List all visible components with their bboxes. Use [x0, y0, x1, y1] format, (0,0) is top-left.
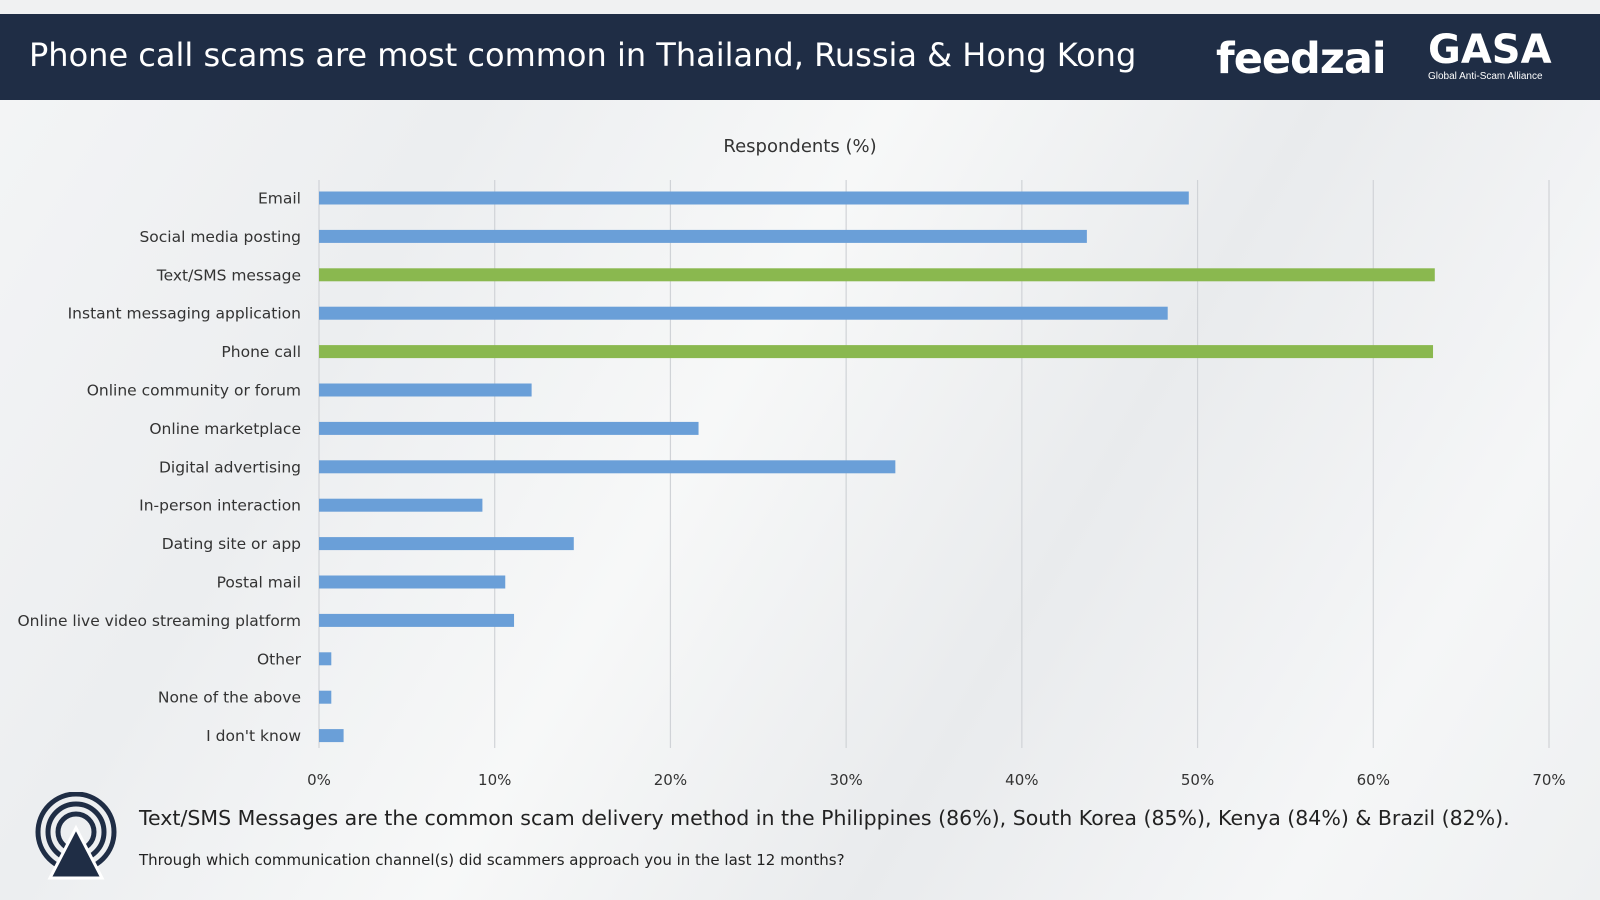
x-tick-label: 50%	[1181, 771, 1214, 789]
category-label: I don't know	[206, 727, 301, 745]
bar-chart: 0% 10% 20% 30% 40% 50% 60% 70% Email Social media…	[17, 180, 1566, 789]
x-tick-label: 30%	[829, 771, 862, 789]
gasa-logo-text: GASA	[1428, 27, 1552, 73]
page-title: Phone call scams are most common in Thai…	[29, 36, 1137, 74]
category-label: Instant messaging application	[68, 305, 301, 323]
category-label: Social media posting	[139, 228, 301, 246]
category-label: Dating site or app	[162, 535, 301, 553]
survey-question: Through which communication channel(s) d…	[139, 851, 845, 869]
x-tick-label: 70%	[1532, 771, 1565, 789]
category-label: Online marketplace	[149, 420, 301, 438]
category-label: Postal mail	[217, 574, 301, 592]
header-bar: Phone call scams are most common in Thai…	[0, 14, 1600, 100]
bar-other	[319, 652, 332, 666]
x-tick-label: 10%	[478, 771, 511, 789]
category-label: Email	[258, 190, 301, 208]
bar-text-sms-message	[319, 268, 1435, 282]
x-tick-label: 20%	[654, 771, 687, 789]
bar-online-live-video-streaming-platform	[319, 613, 515, 627]
category-label: Online live video streaming platform	[17, 612, 301, 630]
gasa-signal-icon	[35, 792, 117, 880]
category-label: Other	[257, 650, 302, 668]
bar-digital-advertising	[319, 460, 896, 474]
bar-online-community-or-forum	[319, 383, 532, 397]
footer-headline: Text/SMS Messages are the common scam de…	[139, 806, 1510, 830]
top-strip	[0, 0, 1600, 14]
x-tick-label: 60%	[1357, 771, 1390, 789]
bar-social-media-posting	[319, 229, 1087, 243]
bar-postal-mail	[319, 575, 506, 589]
category-label: In-person interaction	[139, 497, 301, 515]
category-label: Digital advertising	[159, 458, 301, 476]
category-label: Phone call	[221, 343, 301, 361]
feedzai-logo: feedzai	[1216, 34, 1387, 84]
bar-email	[319, 191, 1189, 205]
chart-title: Respondents (%)	[723, 136, 877, 157]
bar-dating-site-or-app	[319, 537, 574, 551]
bar-online-marketplace	[319, 421, 699, 435]
gasa-logo: GASA Global Anti-Scam Alliance	[1428, 30, 1552, 82]
bar-i-don-t-know	[319, 729, 344, 743]
bar-none-of-the-above	[319, 690, 332, 704]
x-tick-label: 40%	[1005, 771, 1038, 789]
bar-instant-messaging-application	[319, 306, 1168, 320]
bar-in-person-interaction	[319, 498, 483, 512]
category-label: Online community or forum	[87, 382, 301, 400]
bar-phone-call	[319, 345, 1434, 359]
category-label: Text/SMS message	[156, 266, 301, 284]
category-label: None of the above	[158, 689, 301, 707]
gasa-logo-subtitle: Global Anti-Scam Alliance	[1428, 71, 1543, 82]
x-tick-label: 0%	[307, 771, 331, 789]
